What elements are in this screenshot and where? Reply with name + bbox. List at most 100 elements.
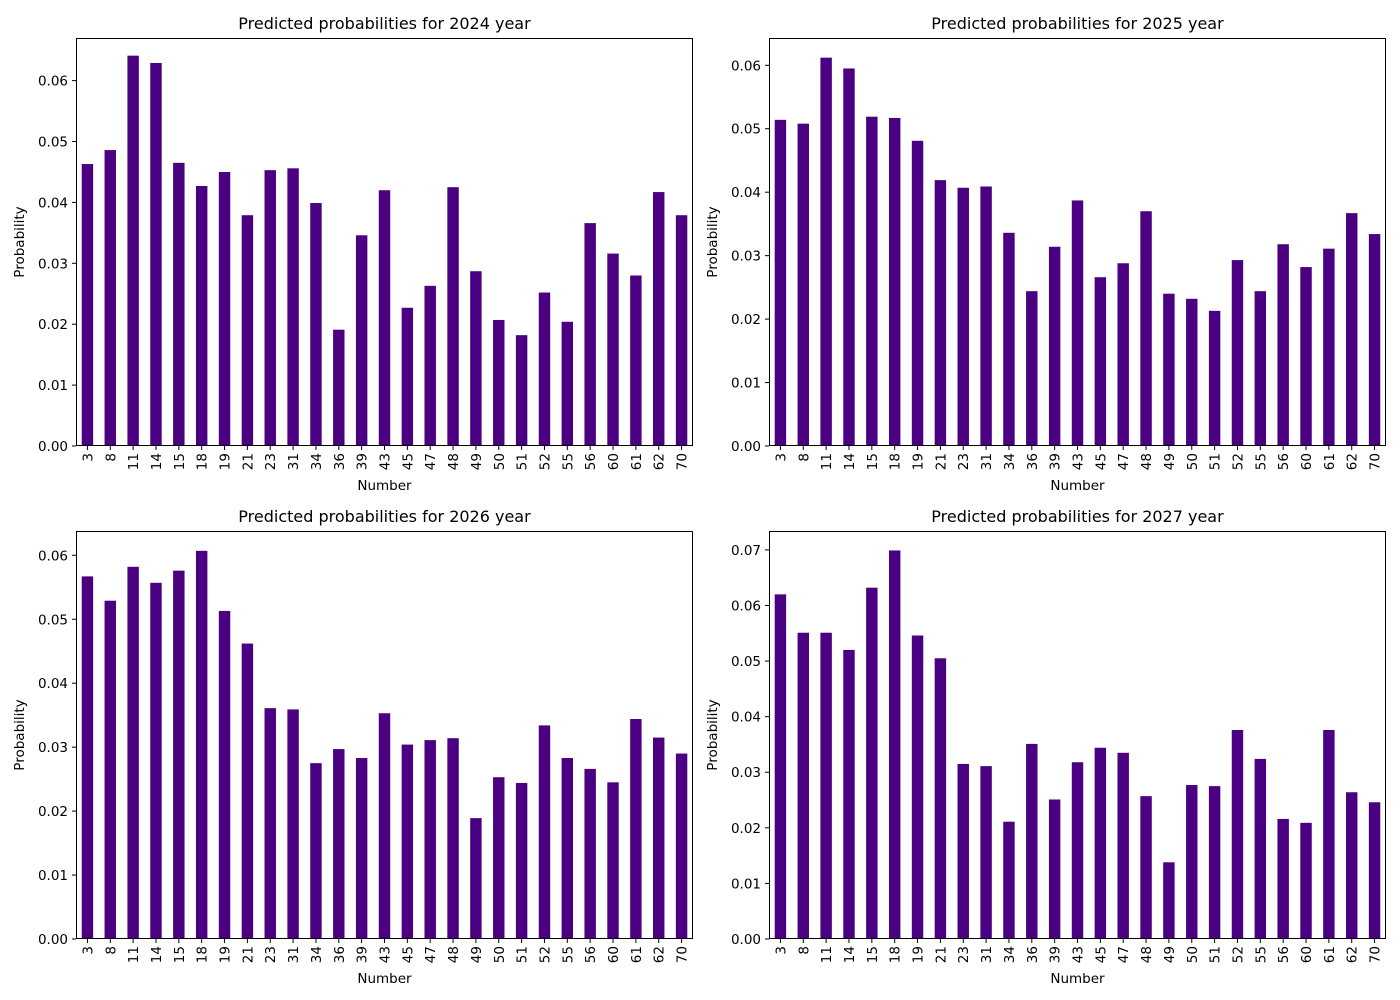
bar-11 bbox=[820, 632, 832, 939]
y-tick-label: 0.06 bbox=[38, 548, 68, 564]
subplot-2024: Predicted probabilities for 2024 year Nu… bbox=[12, 14, 693, 494]
x-tick-label: 49 bbox=[469, 946, 485, 963]
bar-56 bbox=[1277, 244, 1289, 446]
bar-61 bbox=[1323, 248, 1335, 446]
x-tick-label: 60 bbox=[1299, 946, 1315, 963]
x-tick-label: 56 bbox=[1276, 946, 1292, 963]
x-tick-label: 14 bbox=[149, 453, 165, 470]
bar-60 bbox=[607, 782, 619, 939]
x-tick-label: 56 bbox=[1276, 453, 1292, 470]
bar-36 bbox=[333, 749, 345, 939]
x-tick-label: 18 bbox=[888, 453, 904, 470]
y-tick-label: 0.01 bbox=[731, 876, 761, 892]
bar-55 bbox=[1254, 291, 1267, 446]
bar-21 bbox=[934, 658, 947, 939]
bar-31 bbox=[980, 766, 992, 939]
bar-group bbox=[81, 550, 688, 939]
bar-47 bbox=[1117, 752, 1129, 939]
x-tick-label: 36 bbox=[332, 453, 348, 470]
bar-15 bbox=[866, 116, 878, 447]
x-tick-label: 15 bbox=[172, 453, 188, 470]
y-tick-label: 0.05 bbox=[731, 122, 761, 138]
x-tick-label: 19 bbox=[218, 453, 234, 470]
bar-60 bbox=[607, 253, 619, 446]
x-axis-ticks: 3 8 11 14 15 18 19 21 23 31 34 36 39 43 45 47 48 49 50 51 52… bbox=[773, 446, 1384, 470]
bar-43 bbox=[1071, 762, 1084, 939]
x-tick-label: 60 bbox=[1299, 453, 1315, 470]
x-tick-label: 61 bbox=[1322, 946, 1338, 963]
y-tick-label: 0.00 bbox=[38, 439, 68, 455]
x-tick-label: 60 bbox=[606, 946, 622, 963]
bar-56 bbox=[1277, 818, 1289, 939]
chart-title: Predicted probabilities for 2024 year bbox=[238, 14, 531, 33]
x-tick-label: 39 bbox=[1048, 946, 1064, 963]
y-tick-label: 0.03 bbox=[731, 249, 761, 265]
x-tick-label: 21 bbox=[933, 946, 949, 963]
bar-group bbox=[774, 550, 1381, 939]
bar-52 bbox=[538, 725, 551, 939]
x-tick-label: 36 bbox=[1025, 453, 1041, 470]
y-axis-ticks: 0.00 0.01 0.02 0.03 0.04 0.05 0.06 0.07 bbox=[731, 543, 769, 948]
x-tick-label: 19 bbox=[911, 946, 927, 963]
x-tick-label: 34 bbox=[309, 453, 325, 470]
bar-15 bbox=[173, 162, 185, 446]
chart-title: Predicted probabilities for 2027 year bbox=[931, 507, 1224, 526]
x-tick-label: 48 bbox=[1139, 453, 1155, 470]
x-tick-label: 34 bbox=[1002, 453, 1018, 470]
bar-18 bbox=[888, 550, 901, 939]
x-tick-label: 51 bbox=[515, 946, 531, 963]
bar-70 bbox=[1368, 234, 1381, 446]
x-tick-label: 3 bbox=[773, 453, 789, 462]
bar-21 bbox=[241, 643, 254, 939]
bar-36 bbox=[1026, 291, 1038, 446]
bar-50 bbox=[1186, 298, 1198, 446]
bar-19 bbox=[218, 610, 231, 939]
bar-60 bbox=[1300, 267, 1312, 446]
y-tick-label: 0.02 bbox=[731, 821, 761, 837]
x-tick-label: 3 bbox=[773, 946, 789, 955]
bar-49 bbox=[470, 271, 482, 446]
x-tick-label: 55 bbox=[560, 946, 576, 963]
bar-8 bbox=[104, 150, 116, 447]
x-tick-label: 50 bbox=[1185, 946, 1201, 963]
y-tick-label: 0.04 bbox=[38, 676, 68, 692]
bar-8 bbox=[797, 123, 809, 446]
y-tick-label: 0.00 bbox=[731, 932, 761, 948]
x-tick-label: 43 bbox=[1071, 946, 1087, 963]
x-tick-label: 11 bbox=[819, 453, 835, 470]
x-tick-label: 23 bbox=[956, 946, 972, 963]
bar-11 bbox=[127, 566, 139, 939]
bar-62 bbox=[1346, 792, 1358, 939]
bar-70 bbox=[1368, 802, 1381, 939]
x-tick-label: 62 bbox=[1345, 946, 1361, 963]
y-tick-label: 0.02 bbox=[38, 804, 68, 820]
x-tick-label: 61 bbox=[1322, 453, 1338, 470]
x-tick-label: 19 bbox=[218, 946, 234, 963]
bar-14 bbox=[150, 582, 162, 939]
bar-23 bbox=[957, 763, 969, 939]
y-tick-label: 0.05 bbox=[731, 654, 761, 670]
bar-55 bbox=[561, 321, 574, 446]
bar-55 bbox=[1254, 758, 1267, 939]
bar-52 bbox=[538, 292, 551, 446]
bar-51 bbox=[515, 782, 528, 939]
y-axis-ticks: 0.00 0.01 0.02 0.03 0.04 0.05 0.06 bbox=[731, 58, 769, 455]
x-tick-label: 43 bbox=[378, 453, 394, 470]
bar-8 bbox=[104, 600, 116, 939]
y-tick-label: 0.02 bbox=[38, 317, 68, 333]
bar-31 bbox=[980, 186, 992, 447]
bar-48 bbox=[447, 738, 459, 939]
y-tick-label: 0.03 bbox=[38, 740, 68, 756]
x-tick-label: 51 bbox=[515, 453, 531, 470]
y-tick-label: 0.04 bbox=[731, 185, 761, 201]
x-tick-label: 47 bbox=[1116, 946, 1132, 963]
x-tick-label: 31 bbox=[979, 946, 995, 963]
x-tick-label: 49 bbox=[469, 453, 485, 470]
bar-39 bbox=[355, 235, 368, 446]
x-tick-label: 61 bbox=[629, 453, 645, 470]
x-tick-label: 70 bbox=[675, 946, 691, 963]
x-tick-label: 36 bbox=[332, 946, 348, 963]
x-tick-label: 36 bbox=[1025, 946, 1041, 963]
bar-15 bbox=[866, 587, 878, 939]
bar-43 bbox=[378, 713, 391, 939]
